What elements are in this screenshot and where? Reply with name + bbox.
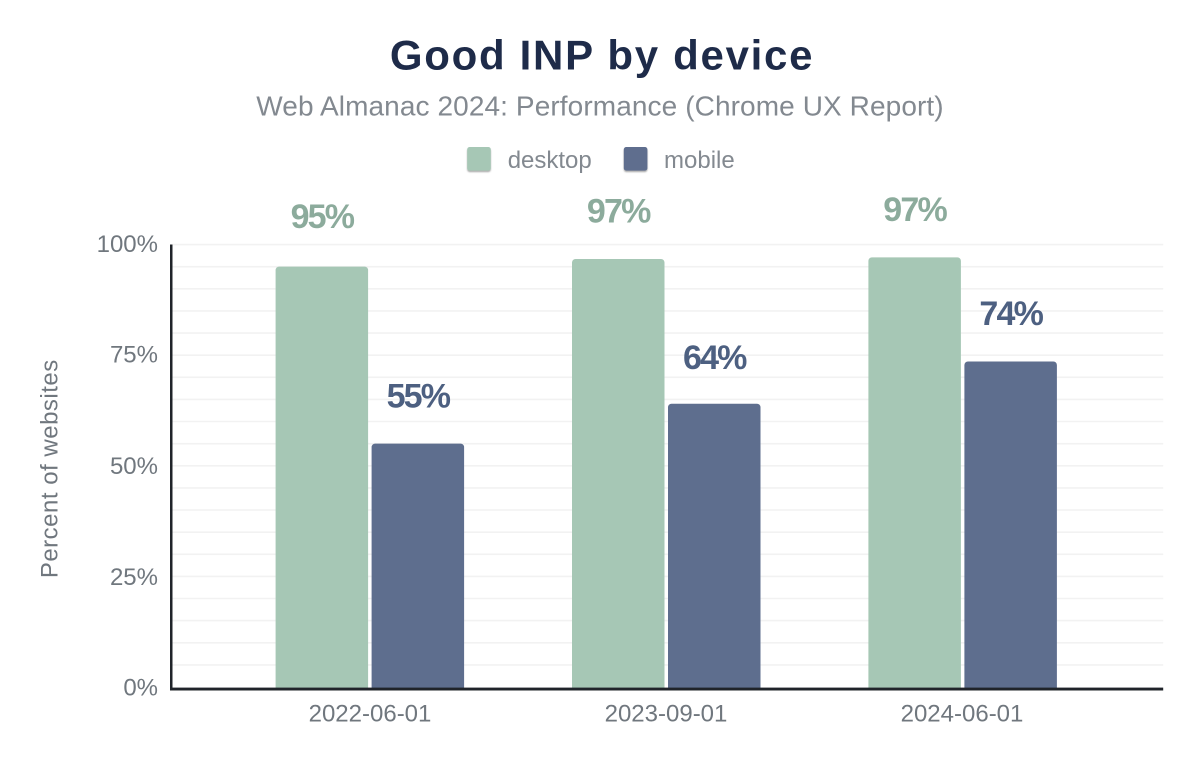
svg-text:Percent of websites: Percent of websites — [37, 359, 64, 578]
svg-text:desktop: desktop — [508, 147, 592, 174]
svg-text:Web Almanac 2024: Performance: Web Almanac 2024: Performance (Chrome UX… — [256, 91, 943, 122]
svg-text:74%: 74% — [979, 295, 1043, 333]
svg-text:100%: 100% — [97, 231, 158, 258]
svg-text:55%: 55% — [387, 377, 451, 415]
svg-text:Good INP by device: Good INP by device — [390, 32, 814, 79]
svg-text:2024-06-01: 2024-06-01 — [901, 701, 1024, 728]
svg-text:97%: 97% — [587, 193, 651, 231]
svg-text:95%: 95% — [291, 198, 355, 236]
svg-text:64%: 64% — [683, 339, 747, 377]
svg-text:25%: 25% — [110, 564, 158, 591]
svg-text:2022-06-01: 2022-06-01 — [309, 701, 432, 728]
svg-text:50%: 50% — [110, 453, 158, 480]
svg-text:97%: 97% — [883, 191, 947, 229]
svg-text:0%: 0% — [123, 675, 158, 702]
svg-text:mobile: mobile — [664, 147, 735, 174]
svg-text:75%: 75% — [110, 342, 158, 369]
svg-text:2023-09-01: 2023-09-01 — [605, 701, 728, 728]
